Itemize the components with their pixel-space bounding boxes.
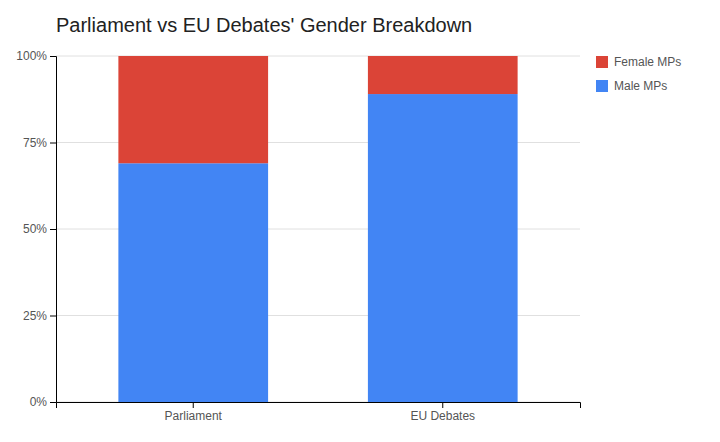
tick-label: 100%	[16, 49, 47, 63]
tick-label: Parliament	[165, 409, 223, 423]
bar	[368, 56, 518, 94]
tick-label: 25%	[23, 309, 47, 323]
tick: 75%	[23, 136, 56, 150]
bar	[118, 56, 268, 163]
legend-item: Female MPs	[596, 55, 681, 69]
title: Parliament vs EU Debates' Gender Breakdo…	[56, 14, 472, 36]
y-axis: 0% 25% 50% 75% 100%	[16, 49, 56, 409]
bar	[368, 94, 518, 402]
axis-line	[50, 57, 57, 403]
legend-label: Male MPs	[614, 79, 667, 93]
chart: 0%25%50%75%100%ParliamentEU DebatesParli…	[0, 0, 720, 442]
tick-mark	[442, 402, 443, 408]
tick-label: EU Debates	[410, 409, 475, 423]
legend-swatch	[596, 56, 608, 68]
tick-label: 50%	[23, 222, 47, 236]
tick: 25%	[23, 309, 56, 323]
tick-mark	[50, 56, 56, 57]
tick-label: 75%	[23, 136, 47, 150]
legend-item: Male MPs	[596, 79, 667, 93]
tick: Parliament	[165, 402, 223, 423]
tick-mark	[193, 402, 194, 408]
legend: Female MPs Male MPs	[596, 55, 681, 93]
bars	[118, 56, 517, 402]
grid	[56, 56, 580, 402]
legend-swatch	[596, 80, 608, 92]
legend-label: Female MPs	[614, 55, 681, 69]
tick-mark	[50, 229, 56, 230]
plot: 0% 25% 50% 75% 100% Parliament EU Debates	[16, 49, 580, 422]
axis-line	[57, 403, 581, 409]
series	[118, 56, 517, 163]
tick-mark	[50, 402, 56, 403]
bar	[118, 163, 268, 402]
tick: 100%	[16, 49, 56, 63]
tick: EU Debates	[410, 402, 475, 423]
x-axis: Parliament EU Debates	[57, 402, 581, 423]
tick-label: 0%	[30, 395, 48, 409]
tick-mark	[50, 316, 56, 317]
tick: 50%	[23, 222, 56, 236]
tick-mark	[50, 143, 56, 144]
tick: 0%	[30, 395, 56, 409]
